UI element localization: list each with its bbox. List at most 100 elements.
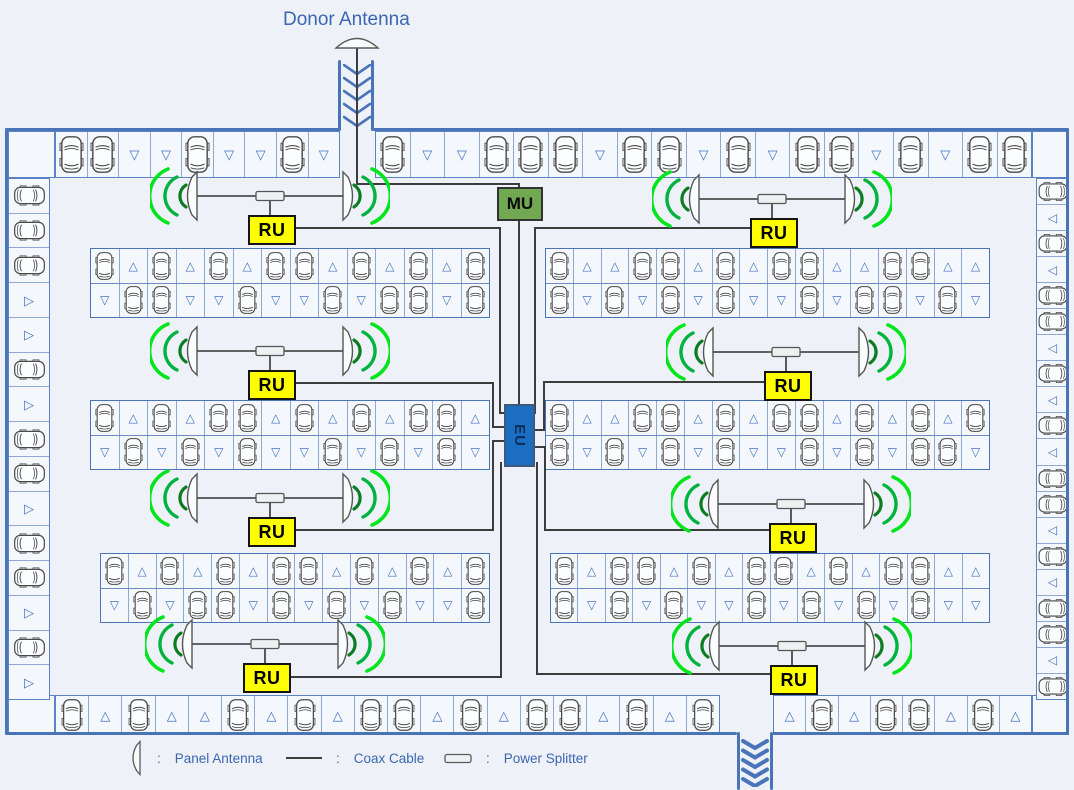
parked-car-stall [9, 455, 49, 491]
car-icon [360, 699, 382, 731]
stall-direction-triangle-icon: △ [887, 410, 897, 425]
stall-direction-triangle-icon: ▷ [24, 327, 34, 343]
empty-stall: ▽ [101, 589, 128, 623]
parked-car-stall [147, 249, 176, 283]
parked-car-stall [432, 435, 461, 469]
empty-stall: ▽ [444, 132, 479, 177]
stall-direction-triangle-icon: ▽ [470, 445, 480, 460]
empty-stall: △ [837, 696, 870, 734]
parked-car-stall [513, 132, 548, 177]
empty-stall: ▽ [91, 436, 119, 470]
parking-row: ▽ ▽ ▽ ▽ ▽ ▽ ▽ [376, 132, 1031, 177]
empty-stall: △ [851, 554, 879, 588]
parked-car-stall [878, 249, 906, 283]
parked-car-stall [619, 696, 652, 734]
parked-car-stall [9, 421, 49, 456]
empty-stall: △ [577, 554, 604, 588]
stall-direction-triangle-icon: △ [582, 258, 592, 273]
stall-direction-triangle-icon: △ [943, 258, 953, 273]
parked-car-stall [204, 249, 233, 283]
empty-stall: △ [127, 554, 156, 588]
car-icon [692, 699, 714, 731]
stall-direction-triangle-icon: ▽ [100, 293, 110, 308]
parked-car-stall [962, 132, 997, 177]
empty-stall: △ [175, 401, 205, 435]
car-icon [14, 463, 45, 484]
stall-direction-triangle-icon: ▽ [422, 147, 433, 162]
panel-antenna-icon [342, 325, 354, 377]
stall-direction-triangle-icon: ▽ [271, 445, 281, 460]
ru-top-right-box: RU [750, 218, 798, 248]
stall-direction-triangle-icon: △ [328, 410, 338, 425]
stall-direction-triangle-icon: ▽ [641, 598, 652, 613]
empty-stall: ▷ [9, 490, 49, 526]
stall-direction-triangle-icon: ▽ [779, 598, 789, 613]
stall-direction-triangle-icon: ◁ [1047, 653, 1058, 668]
car-icon [410, 557, 429, 585]
stall-direction-triangle-icon: △ [943, 563, 953, 578]
empty-stall: ▽ [204, 283, 233, 317]
empty-stall: ◁ [1037, 334, 1068, 360]
expansion-unit-box: EU [504, 404, 535, 467]
parked-car-stall [850, 435, 878, 469]
stall-direction-triangle-icon: ▽ [943, 598, 953, 613]
stall-direction-triangle-icon: △ [806, 563, 816, 578]
legend-label-panel-antenna: Panel Antenna [174, 750, 263, 766]
empty-stall: ◁ [1037, 438, 1068, 464]
parked-car-stall [966, 696, 999, 734]
empty-stall: △ [433, 554, 461, 588]
parked-car-stall [961, 401, 989, 435]
empty-stall: ▷ [9, 594, 49, 630]
car-icon [14, 567, 45, 588]
car-icon [972, 699, 994, 731]
stall-direction-triangle-icon: ▽ [776, 293, 786, 308]
empty-stall: ▽ [767, 283, 795, 317]
island-left-3: △ △ △ △ △ △ ▽ ▽ ▽ ▽ ▽ ▽ ▽ [100, 553, 490, 623]
stall-direction-triangle-icon: ◁ [1047, 262, 1058, 277]
empty-stall: △ [961, 554, 989, 588]
coax-cable-segment [543, 381, 545, 431]
stall-direction-triangle-icon: ▽ [255, 147, 266, 162]
empty-stall: ▽ [261, 435, 290, 469]
stall-direction-triangle-icon: △ [971, 563, 981, 578]
empty-stall: ▽ [204, 435, 233, 469]
panel-antenna-icon [186, 170, 198, 222]
coax-cable-segment [356, 183, 519, 185]
empty-stall: △ [796, 554, 824, 588]
wall-segment [5, 128, 340, 131]
parked-car-stall [933, 283, 962, 317]
stall-direction-triangle-icon: ▽ [299, 293, 309, 308]
car-icon [716, 438, 735, 466]
stall-direction-triangle-icon: △ [443, 563, 453, 578]
coax-cable-icon [286, 757, 322, 759]
stall-direction-triangle-icon: △ [271, 410, 281, 425]
stall-direction-triangle-icon: △ [971, 258, 981, 273]
empty-stall: ▽ [754, 132, 790, 177]
parked-car-stall [1037, 230, 1068, 256]
empty-stall: △ [175, 249, 205, 283]
coax-cable-segment [291, 227, 501, 229]
car-icon [61, 699, 83, 731]
parked-car-stall [651, 132, 686, 177]
car-icon [380, 286, 399, 314]
panel-antenna-icon [707, 478, 719, 530]
parked-car-stall [232, 435, 262, 469]
parked-car-stall [1037, 542, 1068, 569]
car-icon [622, 136, 647, 173]
stall-direction-triangle-icon: ▽ [832, 445, 842, 460]
empty-stall: ▽ [858, 132, 893, 177]
car-icon [128, 699, 150, 731]
parking-row: ▽ ▽ ▽ ▽ ▽ ▽ ▽ [91, 282, 489, 317]
empty-stall: ▽ [769, 588, 797, 622]
parked-car-stall [1037, 594, 1068, 621]
island-right-3: △ △ △ △ △ △ △ ▽ ▽ ▽ ▽ ▽ ▽ ▽ ▽ ▽ [550, 553, 990, 623]
power-splitter-icon [255, 492, 285, 504]
parked-car-stall [403, 249, 433, 283]
car-icon [1038, 546, 1067, 566]
parked-car-stall [616, 132, 652, 177]
parked-car-stall [687, 554, 714, 588]
coax-cable-segment [291, 382, 493, 384]
empty-stall: ▽ [961, 588, 989, 622]
stall-direction-triangle-icon: △ [610, 410, 620, 425]
empty-stall: △ [118, 249, 148, 283]
